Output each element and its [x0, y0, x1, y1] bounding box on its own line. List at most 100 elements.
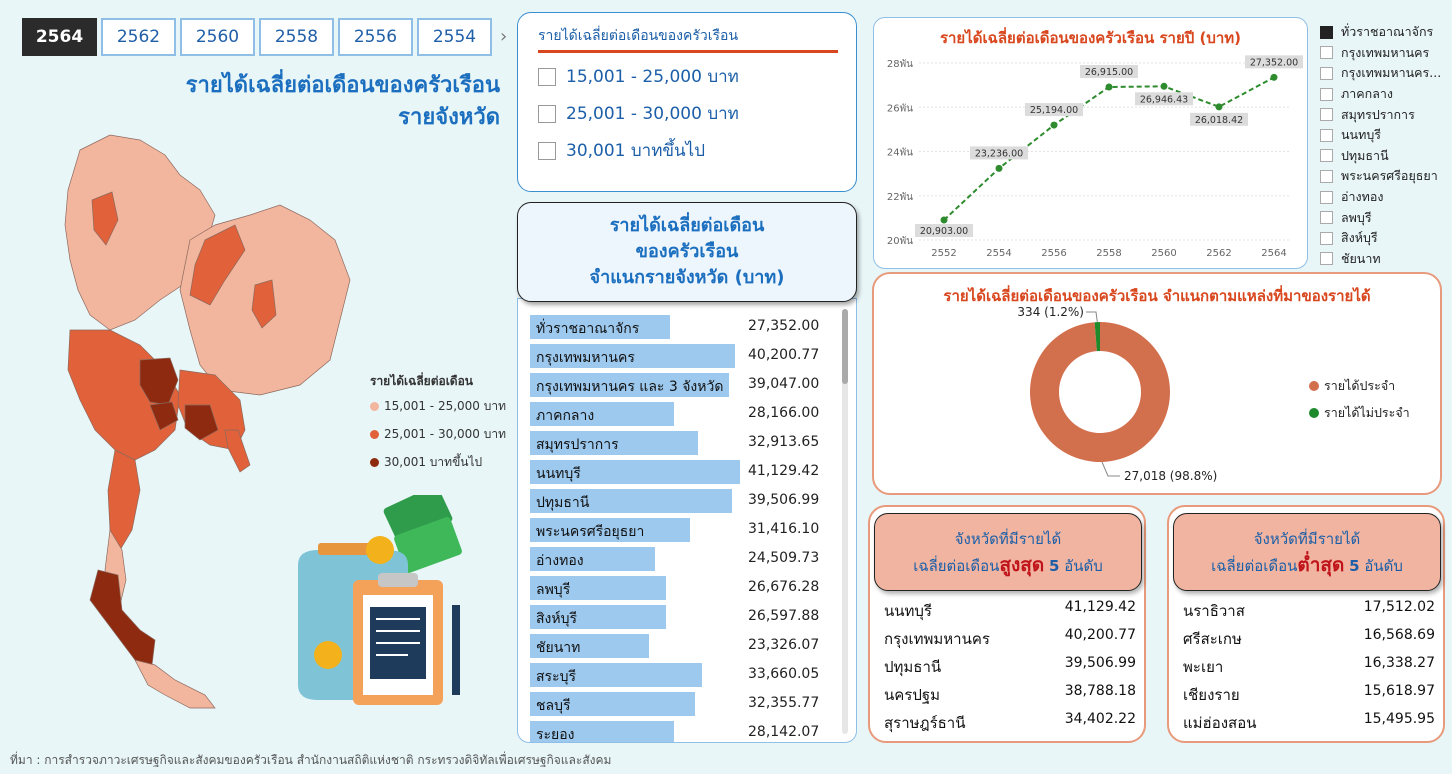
year-tab-5[interactable]: 2554 — [417, 18, 492, 56]
checkbox-icon[interactable] — [1320, 211, 1333, 225]
province-bar — [530, 663, 702, 687]
province-bar — [530, 431, 698, 455]
map-legend: รายได้เฉลี่ยต่อเดือน 15,001 - 25,000 บาท… — [370, 372, 506, 481]
top5-head-line2: เฉลี่ยต่อเดือนสูงสุด 5 อันดับ — [913, 554, 1103, 576]
region-slicer-item[interactable]: ทั่วราชอาณาจักร — [1320, 22, 1450, 43]
table-row[interactable]: ลพบุรี 26,676.28 — [530, 576, 830, 600]
province-bar — [530, 576, 666, 600]
province-value: 28,142.07 — [748, 724, 820, 740]
province-table[interactable]: ทั่วราชอาณาจักร 27,352.00 กรุงเทพมหานคร 40,… — [517, 298, 857, 743]
donut-slice[interactable] — [1030, 322, 1170, 462]
data-point[interactable] — [1160, 82, 1168, 90]
table-row[interactable]: ภาคกลาง 28,166.00 — [530, 402, 830, 426]
filter-option-2[interactable]: 30,001 บาทขึ้นไป — [538, 137, 836, 164]
province-bar — [530, 373, 729, 397]
checkbox-icon[interactable] — [1320, 231, 1333, 245]
region-slicer-label: สมุทรปราการ — [1341, 106, 1415, 122]
checkbox-icon[interactable] — [1320, 66, 1333, 80]
checkbox-icon[interactable] — [1320, 252, 1333, 266]
province-value: 23,326.07 — [748, 637, 820, 653]
province-bar — [530, 489, 732, 513]
year-tab-3[interactable]: 2558 — [259, 18, 334, 56]
province-value: 31,416.10 — [748, 521, 820, 537]
donut-chart-plot[interactable]: 334 (1.2%)27,018 (98.8%)รายได้ประจำรายได… — [874, 274, 1440, 493]
rank-province-name: นราธิวาส — [1183, 602, 1245, 620]
checkbox-icon[interactable] — [1320, 46, 1333, 60]
year-tab-0[interactable]: 2564 — [22, 18, 97, 56]
table-row[interactable]: ชลบุรี 32,355.77 — [530, 692, 830, 716]
chevron-right-icon[interactable]: › — [500, 26, 508, 47]
filter-option-0[interactable]: 15,001 - 25,000 บาท — [538, 63, 836, 90]
province-name: กรุงเทพมหานคร และ 3 จังหวัด — [536, 379, 724, 395]
checkbox-icon[interactable] — [1320, 128, 1333, 142]
data-point[interactable] — [1105, 83, 1113, 91]
y-tick-label: 26พัน — [887, 103, 913, 114]
checkbox-icon[interactable] — [1320, 149, 1333, 163]
province-name: ชัยนาท — [536, 640, 581, 656]
table-row[interactable]: สมุทรปราการ 32,913.65 — [530, 431, 830, 455]
scrollbar[interactable] — [842, 309, 848, 734]
table-row[interactable]: ระยอง 28,142.07 — [530, 721, 830, 742]
checkbox-icon[interactable] — [538, 104, 556, 123]
list-item: พะเยา 16,338.27 — [1183, 655, 1435, 679]
bottom5-head-emph: ต่ำสุด — [1297, 554, 1345, 576]
province-value: 32,913.65 — [748, 434, 820, 450]
year-tab-2[interactable]: 2560 — [180, 18, 255, 56]
province-bar — [530, 344, 735, 368]
rank-province-value: 15,618.97 — [1363, 683, 1435, 699]
rank-province-name: แม่ฮ่องสอน — [1183, 714, 1257, 732]
checkbox-icon[interactable] — [1320, 190, 1333, 204]
map-province-northeast-a — [189, 224, 246, 306]
checkbox-icon[interactable] — [1320, 87, 1333, 101]
province-name: สระบุรี — [536, 669, 576, 685]
table-row[interactable]: พระนครศรีอยุธยา 31,416.10 — [530, 518, 830, 542]
table-row[interactable]: ทั่วราชอาณาจักร 27,352.00 — [530, 315, 830, 339]
province-name: ปทุมธานี — [536, 495, 590, 511]
map-legend-item: 25,001 - 30,000 บาท — [370, 425, 506, 444]
table-row[interactable]: สิงห์บุรี 26,597.88 — [530, 605, 830, 629]
table-row[interactable]: ปทุมธานี 39,506.99 — [530, 489, 830, 513]
region-slicer-item[interactable]: ภาคกลาง — [1320, 84, 1450, 105]
data-point[interactable] — [995, 164, 1003, 172]
donut-slice[interactable] — [1094, 322, 1100, 352]
table-row[interactable]: ชัยนาท 23,326.07 — [530, 634, 830, 658]
region-slicer-item[interactable]: พระนครศรีอยุธยา — [1320, 166, 1450, 187]
region-slicer-item[interactable]: ลพบุรี — [1320, 207, 1450, 228]
province-bar — [530, 402, 674, 426]
thailand-map[interactable] — [40, 130, 370, 710]
checkbox-icon[interactable] — [1320, 108, 1333, 122]
region-slicer-item[interactable]: สมุทรปราการ — [1320, 104, 1450, 125]
data-point[interactable] — [1270, 73, 1278, 81]
legend-dot — [1309, 381, 1319, 391]
table-row[interactable]: อ่างทอง 24,509.73 — [530, 547, 830, 571]
scrollbar-thumb[interactable] — [842, 309, 848, 384]
region-slicer-item[interactable]: ปทุมธานี — [1320, 146, 1450, 167]
bottom5-head-line2: เฉลี่ยต่อเดือนต่ำสุด 5 อันดับ — [1211, 554, 1403, 576]
region-slicer-item[interactable]: อ่างทอง — [1320, 187, 1450, 208]
checkbox-icon[interactable] — [1320, 25, 1333, 39]
rank-province-name: กรุงเทพมหานคร — [884, 630, 990, 648]
data-point[interactable] — [1215, 103, 1223, 111]
table-row[interactable]: กรุงเทพมหานคร 40,200.77 — [530, 344, 830, 368]
rank-province-name: สุราษฎร์ธานี — [884, 714, 966, 732]
region-slicer-item[interactable]: นนทบุรี — [1320, 125, 1450, 146]
year-tab-1[interactable]: 2562 — [101, 18, 176, 56]
checkbox-icon[interactable] — [538, 67, 556, 86]
data-point[interactable] — [1050, 121, 1058, 129]
filter-option-1[interactable]: 25,001 - 30,000 บาท — [538, 100, 836, 127]
data-point[interactable] — [940, 216, 948, 224]
table-row[interactable]: กรุงเทพมหานคร และ 3 จังหวัด 39,047.00 — [530, 373, 830, 397]
table-row[interactable]: นนทบุรี 41,129.42 — [530, 460, 830, 484]
region-slicer-item[interactable]: กรุงเทพมหานคร... — [1320, 63, 1450, 84]
income-source-chart: รายได้เฉลี่ยต่อเดือนของครัวเรือน จำแนกตา… — [872, 272, 1442, 495]
checkbox-icon[interactable] — [538, 141, 556, 160]
checkbox-icon[interactable] — [1320, 169, 1333, 183]
region-slicer-item[interactable]: ชัยนาท — [1320, 249, 1450, 270]
region-slicer-item[interactable]: กรุงเทพมหานคร — [1320, 43, 1450, 64]
year-tab-4[interactable]: 2556 — [338, 18, 413, 56]
region-slicer-item[interactable]: สิงห์บุรี — [1320, 228, 1450, 249]
region-slicer-label: ปทุมธานี — [1341, 147, 1389, 163]
table-row[interactable]: สระบุรี 33,660.05 — [530, 663, 830, 687]
map-province-east-tip — [224, 429, 251, 473]
line-chart-plot[interactable]: 20พัน 22พัน 24พัน 26พัน 28พัน 2552 2554 2556 255… — [874, 18, 1306, 268]
